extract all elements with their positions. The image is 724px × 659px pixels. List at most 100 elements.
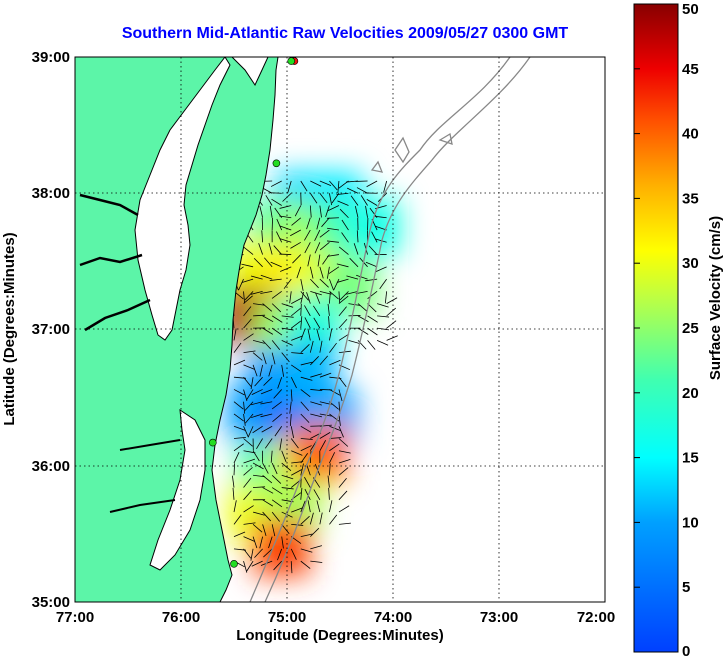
velocity-arrow [290, 548, 297, 560]
velocity-arrow [317, 254, 321, 267]
velocity-arrow [271, 315, 283, 323]
velocity-arrow [319, 180, 332, 186]
velocity-arrow [346, 187, 359, 194]
velocity-arrow [276, 218, 283, 231]
velocity-arrow [306, 463, 311, 476]
velocity-arrow [304, 317, 311, 329]
velocity-arrow [233, 425, 246, 431]
velocity-arrow [300, 452, 309, 464]
velocity-arrow [262, 487, 274, 494]
x-tick: 76:00 [162, 609, 200, 626]
velocity-arrow [252, 536, 258, 549]
velocity-arrow [279, 438, 283, 451]
hatteras-station [230, 560, 238, 568]
velocity-arrow [341, 232, 349, 243]
velocity-arrow [329, 425, 341, 431]
velocity-arrow [243, 389, 248, 402]
velocity-arrow [281, 303, 294, 308]
velocity-arrow [338, 458, 351, 464]
velocity-arrow [310, 356, 319, 366]
velocity-arrow [243, 548, 252, 559]
map-title: Southern Mid-Atlantic Raw Velocities 200… [122, 25, 569, 42]
x-axis-ticks: 77:00 76:00 75:00 74:00 73:00 72:00 [56, 609, 615, 626]
x-tick: 73:00 [480, 609, 518, 626]
velocity-arrow [243, 401, 246, 414]
velocity-arrow [250, 401, 263, 406]
velocity-arrow [375, 225, 387, 231]
velocity-arrow [296, 266, 302, 279]
velocity-arrow [300, 401, 310, 411]
velocity-arrow [243, 426, 249, 438]
velocity-arrow [313, 305, 321, 317]
velocity-cell [280, 342, 337, 399]
velocity-arrow [256, 438, 263, 449]
velocity-arrow [333, 278, 340, 291]
velocity-arrow [309, 266, 314, 279]
grid-lines [75, 57, 605, 602]
velocity-arrow [367, 291, 378, 299]
velocity-arrow [314, 229, 321, 241]
velocity-arrow [336, 278, 349, 283]
velocity-arrow [252, 364, 258, 377]
velocity-arrow [386, 320, 397, 329]
velocity-cell [253, 519, 310, 576]
velocity-arrow [273, 560, 282, 571]
velocity-arrow [281, 462, 292, 471]
velocity-arrow [354, 205, 359, 218]
velocity-arrow [243, 246, 254, 255]
velocity-arrow [300, 316, 303, 329]
velocity-arrow [310, 290, 322, 296]
velocity-arrow [260, 274, 273, 280]
velocity-arrow [326, 217, 339, 219]
velocity-arrow [291, 450, 303, 456]
x-tick: 72:00 [577, 609, 615, 626]
velocity-arrow [271, 462, 278, 475]
velocity-arrow [319, 372, 332, 378]
velocity-arrow [233, 342, 242, 353]
velocity-arrow [310, 180, 322, 187]
velocity-arrow [309, 512, 314, 525]
velocity-arrow [233, 463, 236, 476]
velocity-arrow [262, 474, 273, 484]
velocity-arrow [346, 290, 359, 295]
velocity-arrow [290, 438, 299, 449]
velocity-arrow [289, 291, 292, 304]
station-markers [209, 57, 299, 568]
velocity-arrow [279, 205, 292, 209]
velocity-arrow [349, 257, 359, 268]
velocity-arrow [329, 291, 339, 300]
velocity-arrow [260, 290, 273, 294]
north-station-2 [287, 57, 296, 65]
velocity-arrow [253, 303, 266, 306]
velocity-arrow [291, 217, 302, 226]
velocity-arrow [376, 340, 389, 346]
colorbar: 0 5 10 15 20 25 30 35 40 45 50 Surface Velocity (c… [633, 1, 724, 659]
colorbar-tick-label: 5 [682, 579, 690, 596]
velocity-arrow [251, 389, 263, 396]
velocity-arrow [307, 500, 311, 513]
velocity-arrow [252, 511, 265, 516]
velocity-arrow [251, 560, 263, 567]
x-axis-label: Longitude (Degrees:Minutes) [236, 627, 444, 644]
velocity-arrow [300, 180, 308, 192]
velocity-arrow [360, 195, 368, 206]
sound-river [109, 439, 181, 513]
velocity-arrow [254, 548, 263, 558]
velocity-arrow [233, 443, 244, 452]
velocity-arrow [290, 426, 295, 439]
velocity-arrow [339, 291, 349, 301]
velocity-arrow [386, 297, 398, 304]
velocity-arrow [327, 227, 340, 231]
velocity-arrow [263, 376, 273, 386]
velocity-arrow [357, 315, 369, 323]
velocity-arrow [243, 318, 252, 329]
velocity-arrow [271, 499, 283, 508]
velocity-arrow [338, 438, 349, 447]
velocity-arrow [253, 486, 266, 488]
velocity-arrow [374, 215, 387, 219]
velocity-arrow [252, 462, 264, 470]
velocity-arrow [271, 474, 282, 484]
velocity-arrow [254, 376, 263, 387]
velocity-arrow [338, 426, 344, 438]
velocity-arrow [277, 548, 283, 561]
